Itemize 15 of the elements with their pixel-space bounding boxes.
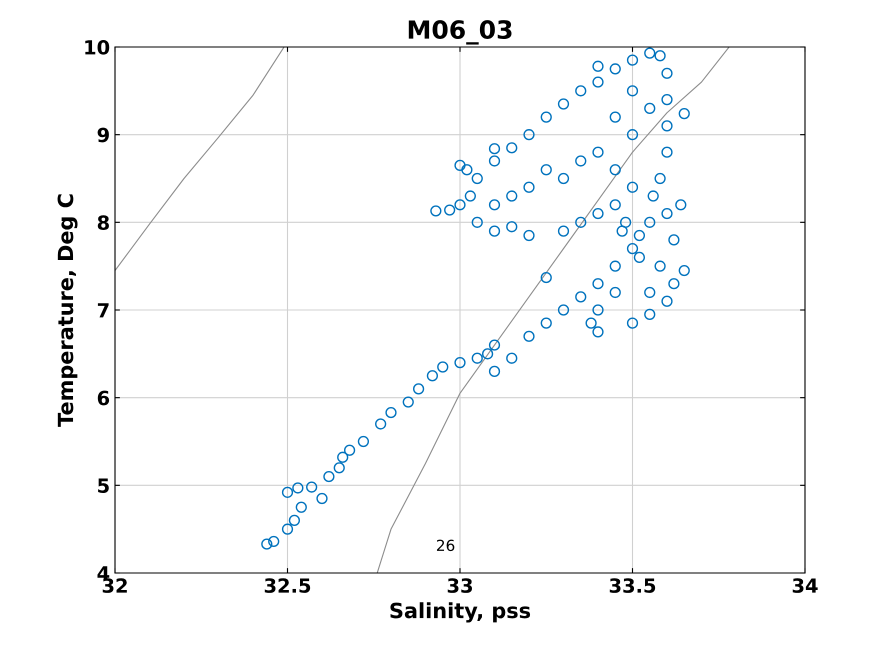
y-tick-label: 9: [98, 128, 109, 142]
y-tick-label: 7: [98, 303, 109, 318]
x-tick-label: 32: [102, 578, 127, 593]
y-tick-label: 8: [98, 215, 109, 230]
y-tick-label: 5: [98, 478, 109, 493]
y-tick-label: 10: [85, 40, 110, 55]
x-tick-label: 33.5: [610, 578, 656, 593]
y-tick-label: 6: [98, 390, 110, 406]
x-axis-title: Salinity, pss: [390, 602, 530, 623]
annotation: 26: [436, 540, 454, 552]
y-axis-title: Temperature, Deg C: [58, 194, 78, 427]
chart-title: M06_03: [408, 20, 512, 45]
x-tick-label: 33: [448, 578, 472, 593]
x-tick-label: 34: [792, 578, 818, 593]
x-tick-label: 32.5: [264, 578, 310, 593]
